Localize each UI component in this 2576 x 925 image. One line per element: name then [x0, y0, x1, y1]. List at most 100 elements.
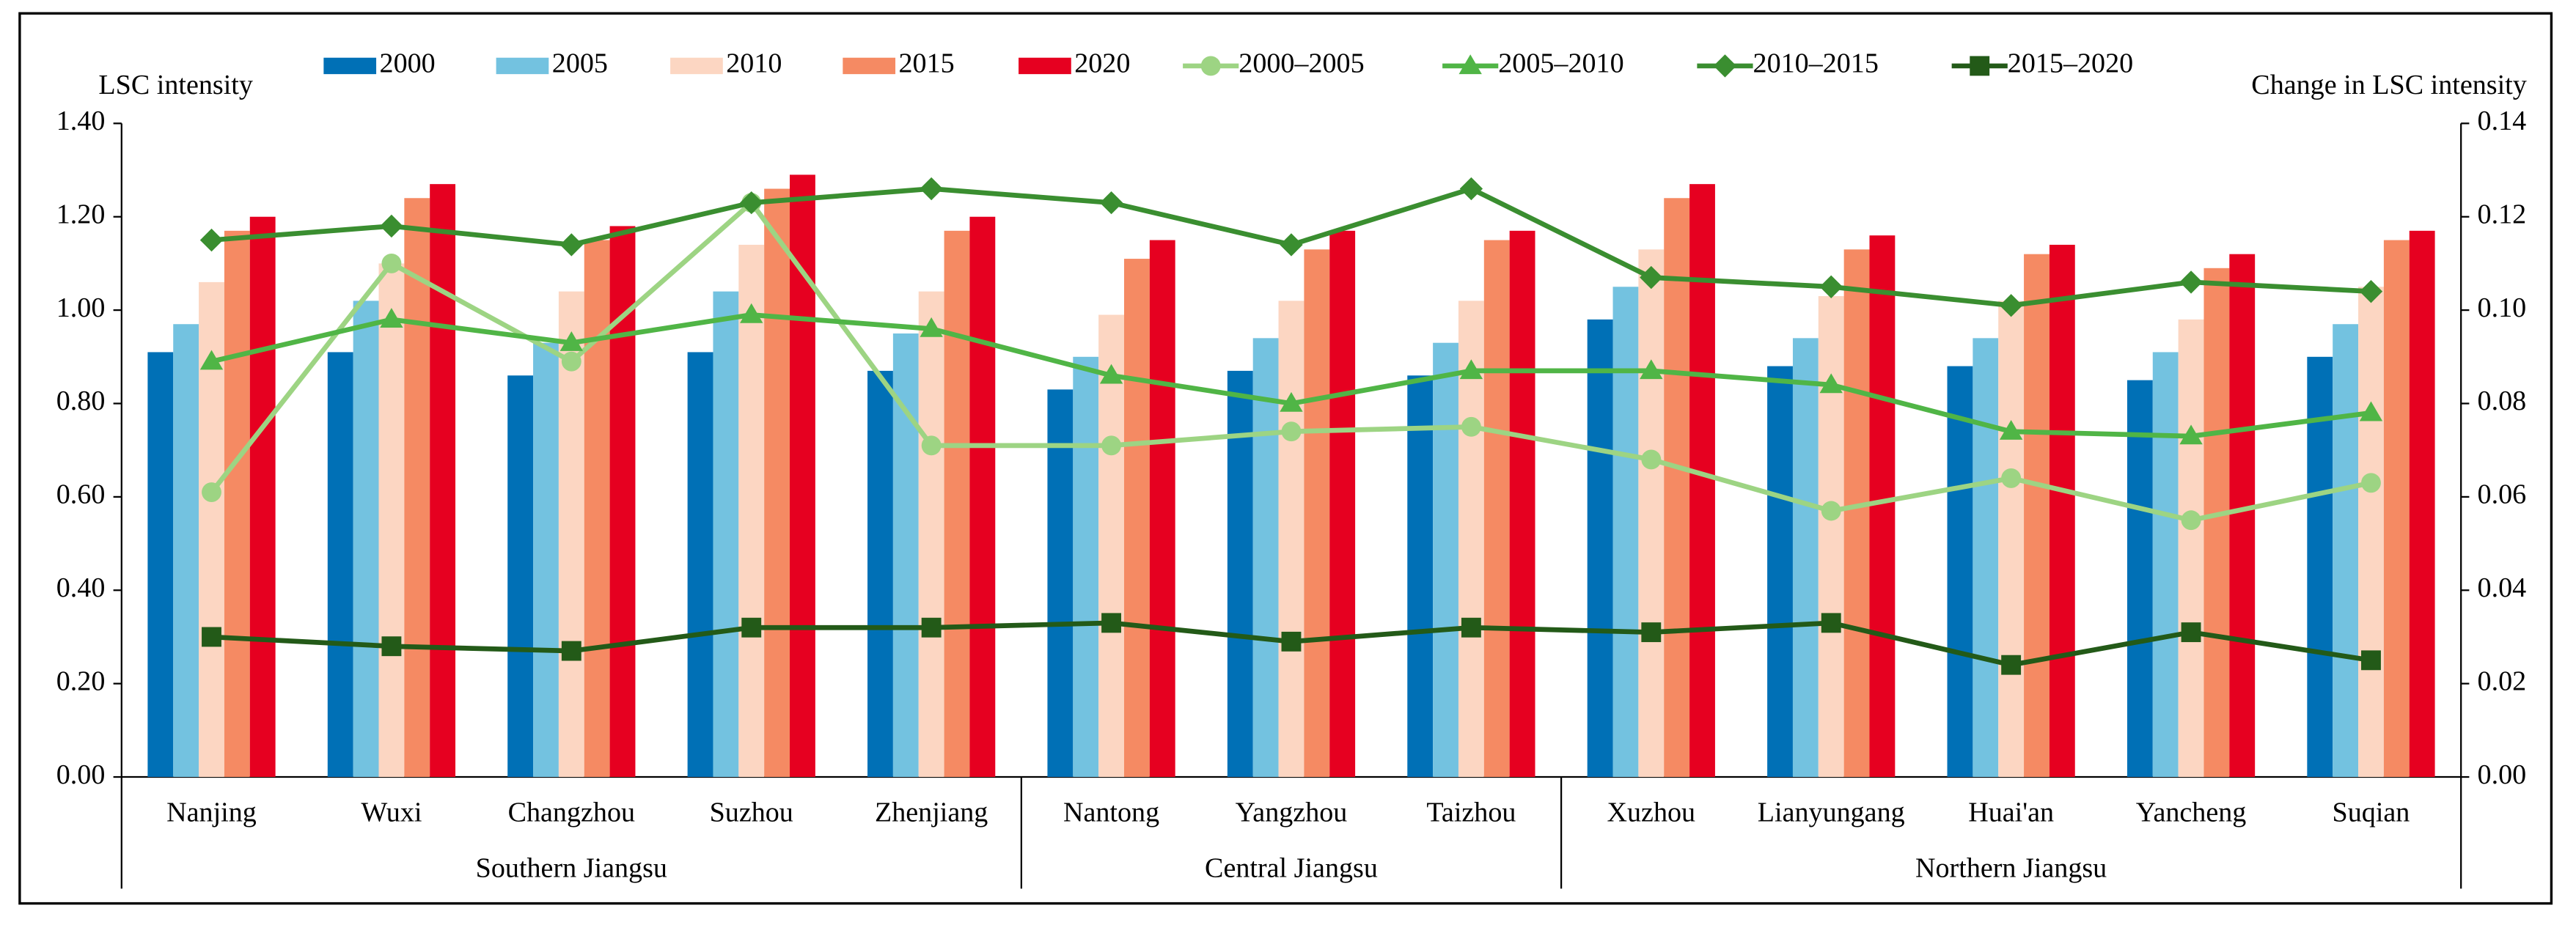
bar	[1767, 366, 1793, 778]
point	[1458, 54, 1482, 75]
point	[380, 308, 403, 328]
x-tick-label: Taizhou	[1426, 797, 1516, 828]
x-tick-label: Nantong	[1063, 797, 1159, 828]
bar	[2203, 268, 2230, 778]
y2-tick-label: 0.10	[2478, 292, 2527, 323]
y2-tick-label: 0.14	[2478, 106, 2527, 136]
point	[920, 177, 943, 201]
y2-tick-label: 0.02	[2478, 666, 2527, 696]
point	[1640, 265, 1663, 290]
y-tick-label: 0.00	[56, 759, 106, 790]
bar	[507, 375, 534, 778]
bar	[1612, 287, 1639, 778]
bar	[1227, 370, 1253, 778]
point	[2179, 270, 2203, 294]
y-tick-label: 0.80	[56, 386, 106, 416]
bar	[2178, 319, 2204, 778]
y2-tick-label: 0.04	[2478, 572, 2527, 603]
bar	[173, 324, 199, 778]
point	[1099, 191, 1123, 215]
bar	[430, 184, 456, 778]
point	[561, 351, 581, 372]
bar	[764, 188, 790, 778]
point	[1821, 613, 1841, 633]
point	[559, 233, 584, 257]
y-tick-label: 0.20	[56, 666, 106, 696]
point	[1101, 613, 1122, 633]
bar	[378, 263, 405, 778]
bar	[1149, 240, 1175, 778]
point	[1999, 294, 2023, 317]
point	[1640, 359, 1663, 380]
legend-label: 2000–2005	[1239, 48, 1364, 79]
legend-label: 2010–2015	[1753, 48, 1879, 79]
point	[1281, 631, 1302, 652]
bar	[1458, 301, 1484, 778]
bar	[1278, 301, 1304, 778]
frame	[18, 12, 2553, 905]
bar	[687, 352, 713, 778]
legend-label: 2015	[899, 48, 955, 79]
point	[741, 617, 762, 638]
y2-axis-label: Change in LSC intensity	[2251, 70, 2526, 100]
x-tick-label: Lianyungang	[1758, 797, 1905, 828]
point	[199, 228, 224, 252]
point	[2361, 473, 2381, 493]
bar	[2409, 230, 2435, 778]
bar	[147, 352, 174, 778]
bar	[2383, 240, 2410, 778]
point	[202, 482, 221, 502]
point	[1999, 420, 2023, 440]
bar	[944, 230, 970, 778]
legend-swatch	[1019, 57, 1071, 75]
x-tick-label: Zhenjiang	[875, 797, 988, 828]
bar	[867, 370, 893, 778]
bar	[1509, 230, 1535, 778]
bar	[1664, 198, 1690, 778]
legend-swatch	[496, 57, 549, 75]
point	[1200, 56, 1221, 76]
legend-label: 2005	[552, 48, 608, 79]
group-label: Central Jiangsu	[1205, 852, 1378, 883]
point	[202, 627, 221, 647]
point	[381, 253, 402, 273]
bar	[584, 240, 610, 778]
bar	[1818, 296, 1844, 778]
bar	[1973, 338, 1999, 778]
point	[2001, 655, 2022, 675]
bar	[738, 244, 765, 778]
point	[2359, 401, 2383, 421]
bar	[1792, 338, 1819, 778]
bar	[2127, 380, 2153, 778]
bar	[353, 301, 379, 778]
x-tick-label: Suqian	[2333, 797, 2410, 828]
bar	[1252, 338, 1279, 778]
point	[380, 214, 403, 238]
y-tick-label: 0.60	[56, 479, 106, 510]
x-tick-label: Huai'an	[1968, 797, 2054, 828]
point	[2361, 650, 2381, 671]
point	[1280, 233, 1303, 257]
group-label: Northern Jiangsu	[1915, 852, 2107, 883]
point	[561, 641, 581, 661]
x-tick-label: Xuzhou	[1607, 797, 1696, 828]
bar	[2152, 352, 2179, 778]
bar	[1433, 342, 1458, 778]
group-label: Southern Jiangsu	[476, 852, 667, 883]
legend-label: 2005–2010	[1498, 48, 1623, 79]
y-tick-label: 0.40	[56, 572, 106, 603]
x-tick-label: Wuxi	[361, 797, 422, 828]
legend-label: 2010	[726, 48, 782, 79]
point	[1713, 54, 1737, 78]
bar	[1123, 259, 1150, 778]
bar	[404, 198, 430, 778]
bar	[1843, 249, 1870, 778]
point	[1461, 416, 1481, 437]
bar	[1483, 240, 1510, 778]
point	[1641, 449, 1662, 470]
point	[2181, 510, 2201, 531]
legend-label: 2015–2020	[2008, 48, 2133, 79]
point	[1459, 359, 1483, 380]
point	[1281, 421, 1302, 442]
